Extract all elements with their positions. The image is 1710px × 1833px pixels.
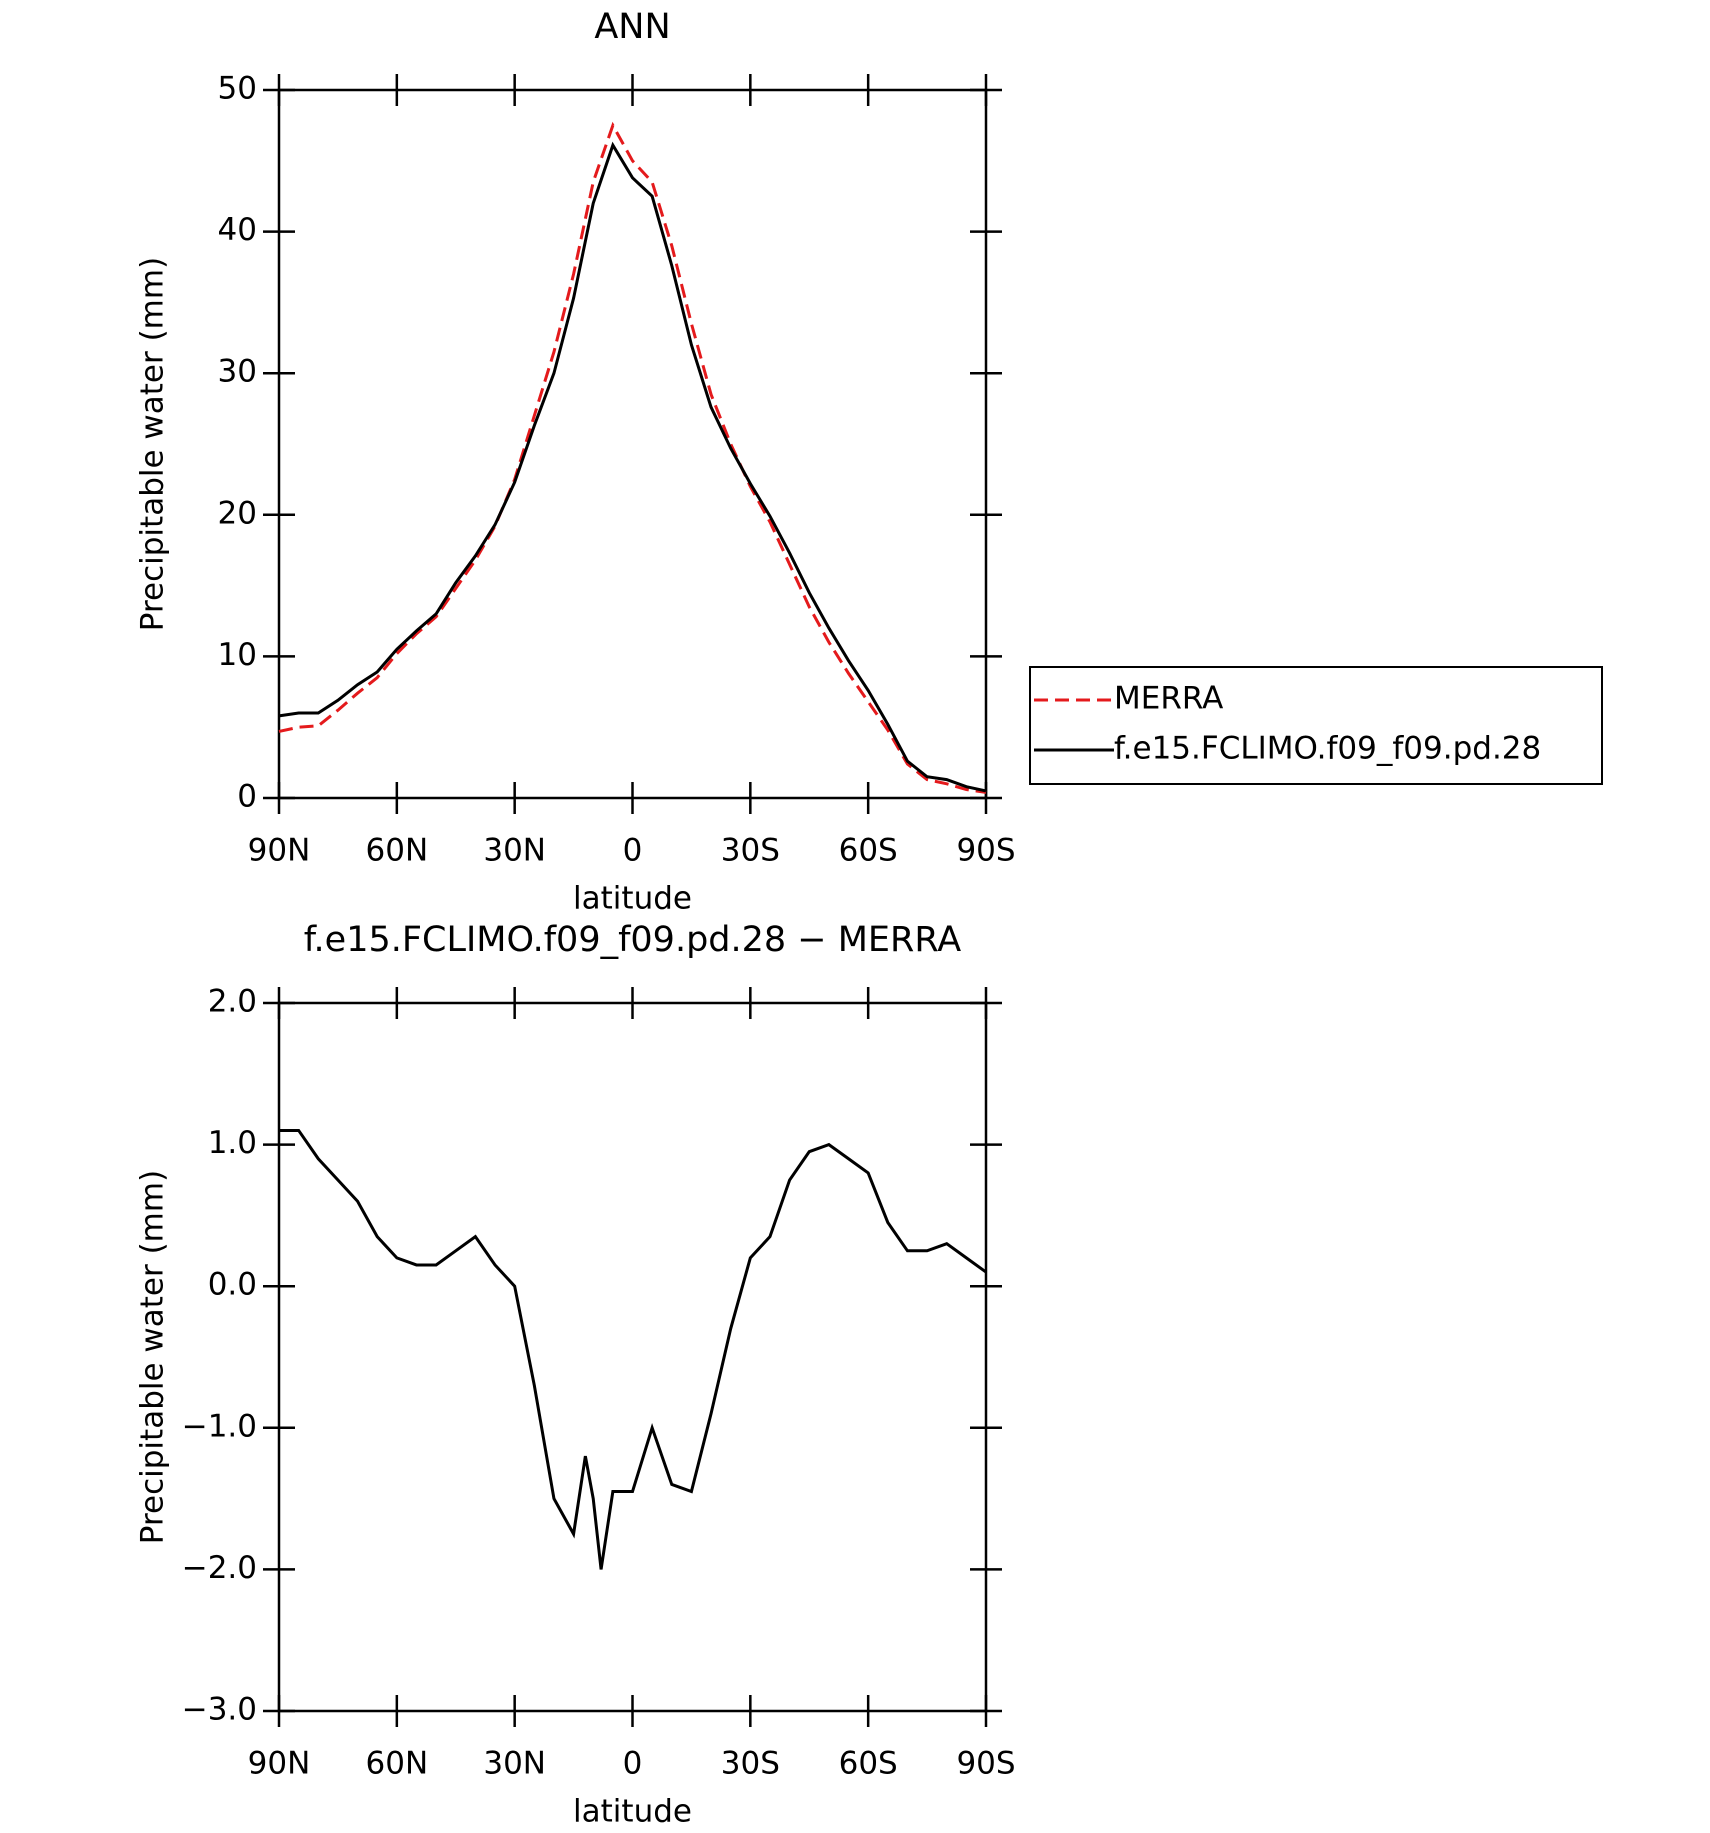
y-tick-label: 0	[237, 779, 257, 815]
y-tick-label: 40	[218, 212, 257, 248]
y-tick-label: −2.0	[182, 1550, 257, 1586]
data-line	[278, 121, 987, 794]
x-axis-label: latitude	[573, 881, 692, 917]
plot-frame	[277, 1001, 988, 1713]
chart-title: f.e15.FCLIMO.f09_f09.pd.28 − MERRA	[304, 920, 961, 960]
y-tick-label: −3.0	[182, 1692, 257, 1728]
x-tick-label: 60N	[366, 1746, 429, 1782]
y-tick-label: −1.0	[182, 1408, 257, 1444]
x-tick-label: 30N	[483, 1746, 546, 1782]
y-tick-label: 20	[218, 495, 257, 531]
legend-label: f.e15.FCLIMO.f09_f09.pd.28	[1114, 731, 1541, 767]
chart-title: ANN	[594, 7, 670, 47]
plot-frame	[277, 88, 988, 800]
y-tick-label: 2.0	[208, 984, 257, 1020]
y-tick-label: 50	[218, 71, 257, 107]
x-tick-label: 90N	[248, 833, 311, 869]
x-tick-label: 90N	[248, 1746, 311, 1782]
x-tick-label: 30S	[721, 833, 780, 869]
x-tick-label: 90S	[956, 833, 1015, 869]
data-line	[279, 1128, 987, 1570]
y-tick-label: 10	[218, 637, 257, 673]
y-axis-label: Precipitable water (mm)	[135, 257, 171, 631]
x-tick-label: 60S	[839, 833, 898, 869]
x-tick-label: 0	[623, 1746, 643, 1782]
x-tick-label: 0	[623, 833, 643, 869]
x-axis-label: latitude	[573, 1794, 692, 1830]
data-line	[278, 141, 987, 793]
y-axis-label: Precipitable water (mm)	[135, 1170, 171, 1544]
y-tick-label: 30	[218, 354, 257, 390]
x-tick-label: 60S	[839, 1746, 898, 1782]
legend-box	[1029, 666, 1603, 785]
y-tick-label: 1.0	[208, 1125, 257, 1161]
legend-label: MERRA	[1114, 681, 1223, 717]
x-tick-label: 90S	[956, 1746, 1015, 1782]
x-tick-label: 60N	[366, 833, 429, 869]
y-tick-label: 0.0	[208, 1267, 257, 1303]
x-tick-label: 30S	[721, 1746, 780, 1782]
x-tick-label: 30N	[483, 833, 546, 869]
